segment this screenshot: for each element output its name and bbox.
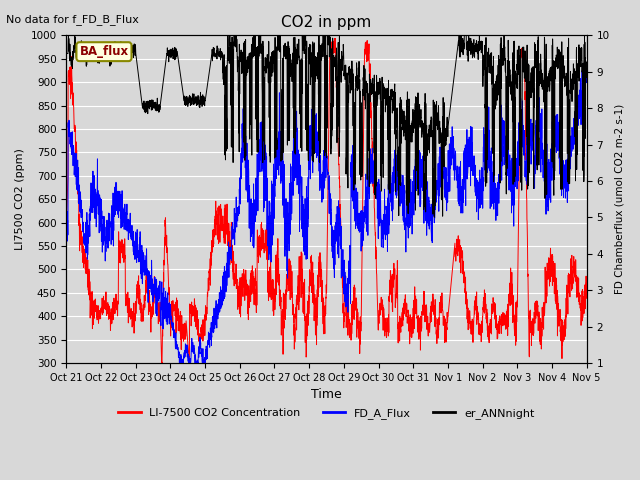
Y-axis label: LI7500 CO2 (ppm): LI7500 CO2 (ppm) — [15, 148, 25, 250]
Legend: LI-7500 CO2 Concentration, FD_A_Flux, er_ANNnight: LI-7500 CO2 Concentration, FD_A_Flux, er… — [114, 403, 539, 423]
Text: No data for f_FD_B_Flux: No data for f_FD_B_Flux — [6, 14, 140, 25]
Title: CO2 in ppm: CO2 in ppm — [282, 15, 372, 30]
X-axis label: Time: Time — [311, 388, 342, 401]
Text: BA_flux: BA_flux — [79, 45, 129, 58]
Y-axis label: FD Chamberflux (umol CO2 m-2 s-1): FD Chamberflux (umol CO2 m-2 s-1) — [615, 104, 625, 294]
